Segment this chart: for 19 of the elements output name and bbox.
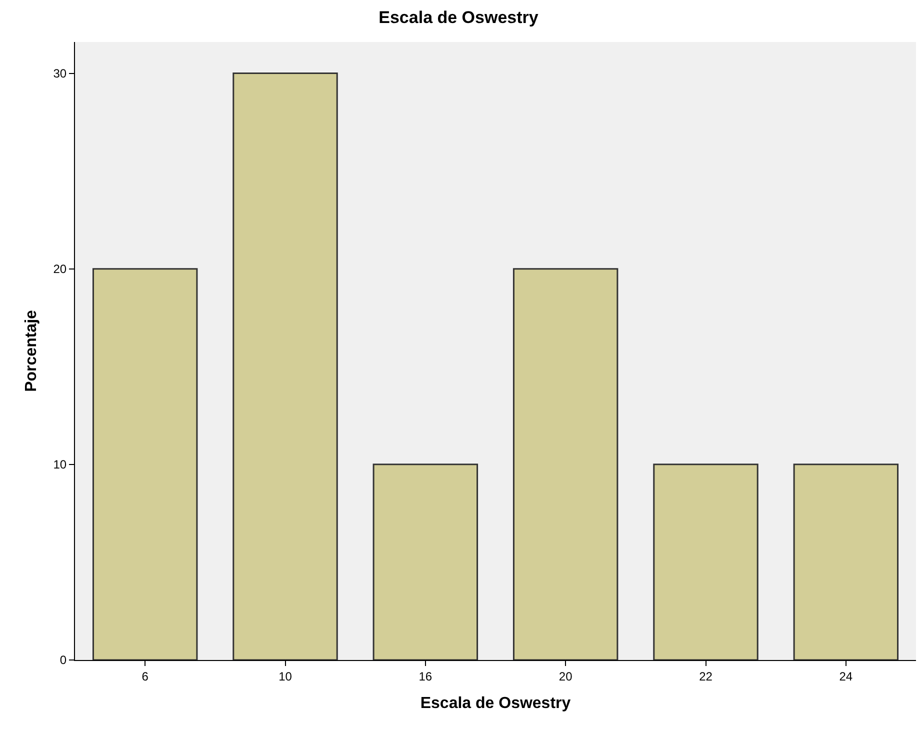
y-tick-label: 20	[53, 262, 67, 276]
y-axis-title: Porcentaje	[23, 310, 40, 392]
y-tick-label: 30	[53, 66, 67, 80]
chart-title: Escala de Oswestry	[378, 8, 539, 27]
x-tick-label: 20	[558, 669, 573, 684]
y-tick-label: 0	[60, 653, 67, 668]
x-axis-title: Escala de Oswestry	[420, 695, 571, 712]
x-tick-label: 10	[278, 669, 292, 684]
y-tick-label: 10	[53, 458, 67, 472]
bar	[653, 464, 758, 660]
x-tick-label: 22	[699, 669, 713, 684]
bar	[92, 268, 198, 660]
x-tick-label: 24	[839, 669, 853, 684]
x-tick-label: 6	[142, 669, 149, 684]
bar	[232, 72, 338, 660]
bar	[512, 268, 618, 660]
x-tick-label: 16	[418, 669, 432, 684]
bar	[793, 464, 899, 660]
bar	[372, 464, 478, 660]
